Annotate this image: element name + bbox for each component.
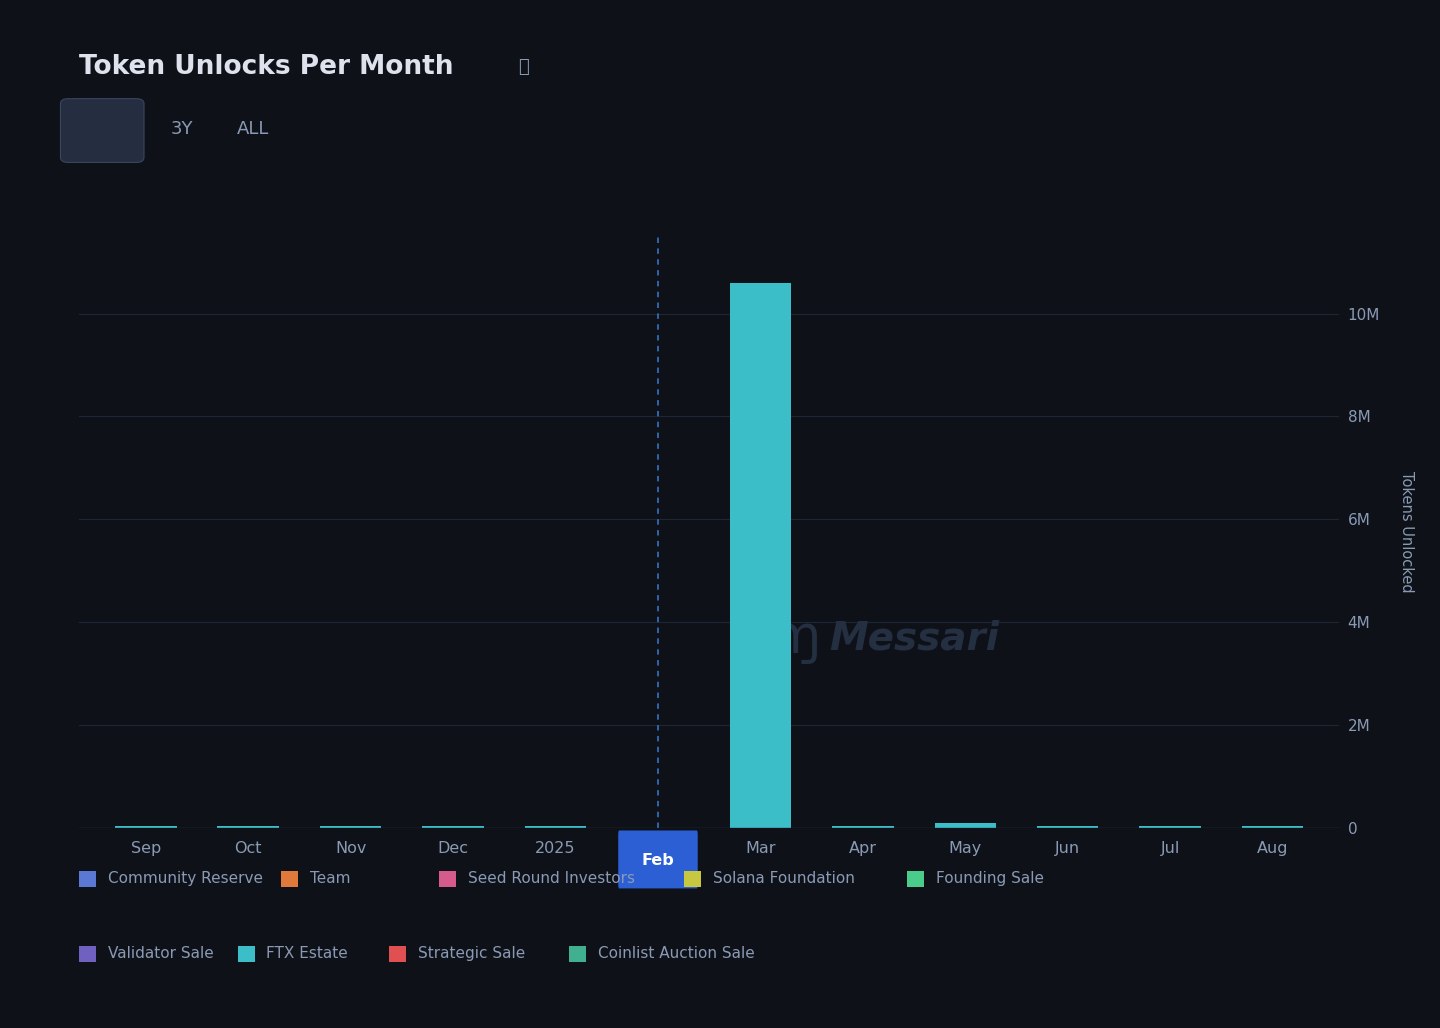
Text: Validator Sale: Validator Sale [108, 947, 213, 961]
Text: Team: Team [310, 872, 350, 886]
Text: Seed Round Investors: Seed Round Investors [468, 872, 635, 886]
Text: Coinlist Auction Sale: Coinlist Auction Sale [598, 947, 755, 961]
Bar [1241, 827, 1303, 828]
Text: FTX Estate: FTX Estate [266, 947, 348, 961]
Text: ALL: ALL [238, 119, 269, 138]
Text: Community Reserve: Community Reserve [108, 872, 264, 886]
Text: Strategic Sale: Strategic Sale [418, 947, 524, 961]
Text: ⓘ: ⓘ [518, 58, 528, 76]
Bar [730, 283, 791, 828]
Bar [422, 827, 484, 828]
Bar [524, 827, 586, 828]
Text: Solana Foundation: Solana Foundation [713, 872, 855, 886]
Bar [935, 823, 996, 828]
Text: Messari: Messari [829, 620, 999, 657]
Y-axis label: Tokens Unlocked: Tokens Unlocked [1400, 471, 1414, 593]
Text: 3Y: 3Y [170, 119, 193, 138]
Text: Feb: Feb [642, 853, 674, 868]
Text: ɱ: ɱ [770, 613, 821, 664]
Text: 1Y: 1Y [89, 119, 115, 138]
Bar [1037, 827, 1099, 828]
Bar [320, 827, 382, 828]
Text: Founding Sale: Founding Sale [936, 872, 1044, 886]
FancyBboxPatch shape [618, 831, 698, 888]
Bar [1139, 827, 1201, 828]
Bar [217, 827, 279, 828]
Text: Token Unlocks Per Month: Token Unlocks Per Month [79, 53, 454, 80]
Bar [832, 827, 894, 828]
Bar [115, 827, 177, 828]
